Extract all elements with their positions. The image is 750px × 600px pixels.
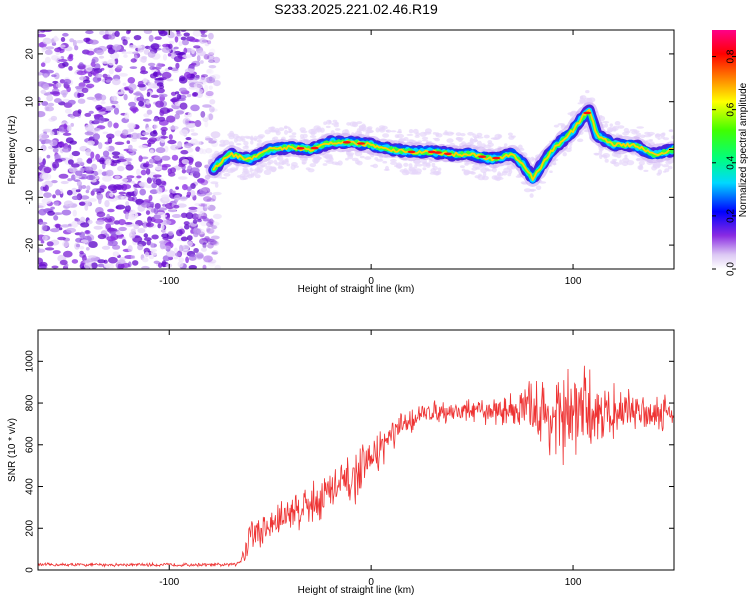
snr-x-label: Height of straight line (km): [298, 585, 415, 596]
snr-y-tick-label: 1000: [25, 350, 36, 373]
colorbar-ticks: 0.0 0.2 0.4 0.6 0.8: [712, 49, 737, 276]
spectrogram-y-tick-label: 10: [25, 96, 36, 108]
spectrogram-x-ticks: -100 0 100: [159, 30, 582, 287]
colorbar-tick-label: 0.2: [726, 209, 737, 223]
noise-region: [38, 30, 222, 269]
figure-title: S233.2025.221.02.46.R19: [274, 1, 438, 17]
colorbar-label: Normalized spectral amplitude: [738, 82, 749, 217]
snr-y-ticks: 0 200 400 600 800 1000: [25, 350, 674, 573]
spectrogram-x-tick-label: 0: [368, 276, 374, 287]
spectrogram-x-label: Height of straight line (km): [298, 284, 415, 295]
colorbar-tick-label: 0.8: [726, 49, 737, 63]
spectrogram-y-tick-label: 20: [25, 48, 36, 60]
spectrogram-y-tick-label: -10: [25, 190, 36, 205]
colorbar: 0.0 0.2 0.4 0.6 0.8 Normalized spectral ampl…: [712, 30, 749, 276]
spectrogram-x-tick-label: -100: [159, 276, 179, 287]
snr-x-ticks: -100 0 100: [159, 330, 582, 588]
snr-y-tick-label: 400: [25, 478, 36, 495]
snr-x-tick-label: 0: [368, 577, 374, 588]
snr-series-line: [38, 365, 674, 568]
snr-y-tick-label: 0: [25, 567, 36, 573]
spectrogram-y-label: Frequency (Hz): [7, 116, 18, 185]
snr-y-label: SNR (10 * v/v): [7, 418, 18, 482]
snr-panel: -100 0 100 0 200 400 600 800 1000 Height of str…: [7, 329, 675, 596]
snr-y-tick-label: 600: [25, 436, 36, 453]
colorbar-gradient: [712, 30, 736, 269]
ridge-trace: [205, 90, 674, 198]
spectrogram-y-tick-label: 0: [25, 146, 36, 152]
snr-y-tick-label: 200: [25, 519, 36, 536]
spectrogram-y-ticks: -20 -10 0 10 20: [25, 48, 674, 252]
colorbar-tick-label: 0.6: [726, 102, 737, 116]
snr-frame: [37, 329, 675, 571]
snr-y-tick-label: 800: [25, 394, 36, 411]
spectrogram-y-tick-label: -20: [25, 237, 36, 252]
snr-x-tick-label: 100: [565, 577, 582, 588]
snr-x-tick-label: -100: [159, 577, 179, 588]
spectrogram-x-tick-label: 100: [565, 276, 582, 287]
colorbar-tick-label: 0.0: [726, 262, 737, 276]
colorbar-tick-label: 0.4: [726, 155, 737, 169]
